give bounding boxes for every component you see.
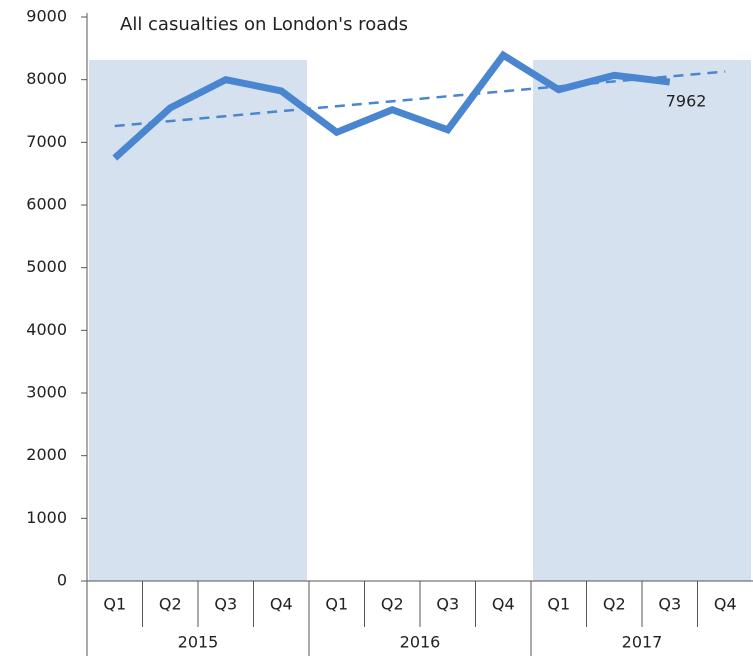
year-label: 2017 xyxy=(622,633,663,652)
x-tick-label: Q2 xyxy=(381,595,404,614)
y-tick-label: 1000 xyxy=(26,508,67,527)
chart-title: All casualties on London's roads xyxy=(120,14,408,35)
y-tick-label: 2000 xyxy=(26,445,67,464)
data-label: 7962 xyxy=(666,92,707,111)
y-tick-label: 6000 xyxy=(26,195,67,214)
x-tick-label: Q2 xyxy=(159,595,182,614)
x-tick-label: Q4 xyxy=(714,595,737,614)
x-tick-label: Q1 xyxy=(103,595,126,614)
y-tick-label: 8000 xyxy=(26,69,67,88)
y-tick-label: 7000 xyxy=(26,132,67,151)
y-tick-label: 9000 xyxy=(26,7,67,26)
y-tick-label: 5000 xyxy=(26,257,67,276)
x-tick-label: Q1 xyxy=(547,595,570,614)
x-tick-label: Q1 xyxy=(325,595,348,614)
trend-line xyxy=(114,70,726,128)
year-label: 2015 xyxy=(178,633,219,652)
y-tick-label: 3000 xyxy=(26,383,67,402)
x-tick-label: Q3 xyxy=(658,595,681,614)
year-label: 2016 xyxy=(400,633,441,652)
year-shade xyxy=(89,60,307,581)
y-tick-label: 0 xyxy=(57,571,67,590)
x-tick-label: Q3 xyxy=(436,595,459,614)
x-tick-label: Q3 xyxy=(214,595,237,614)
x-tick-label: Q4 xyxy=(270,595,293,614)
y-tick-label: 4000 xyxy=(26,320,67,339)
x-tick-label: Q2 xyxy=(603,595,626,614)
year-shade xyxy=(533,60,751,581)
background-layer xyxy=(89,60,751,581)
data-line xyxy=(112,50,671,161)
x-tick-label: Q4 xyxy=(492,595,515,614)
